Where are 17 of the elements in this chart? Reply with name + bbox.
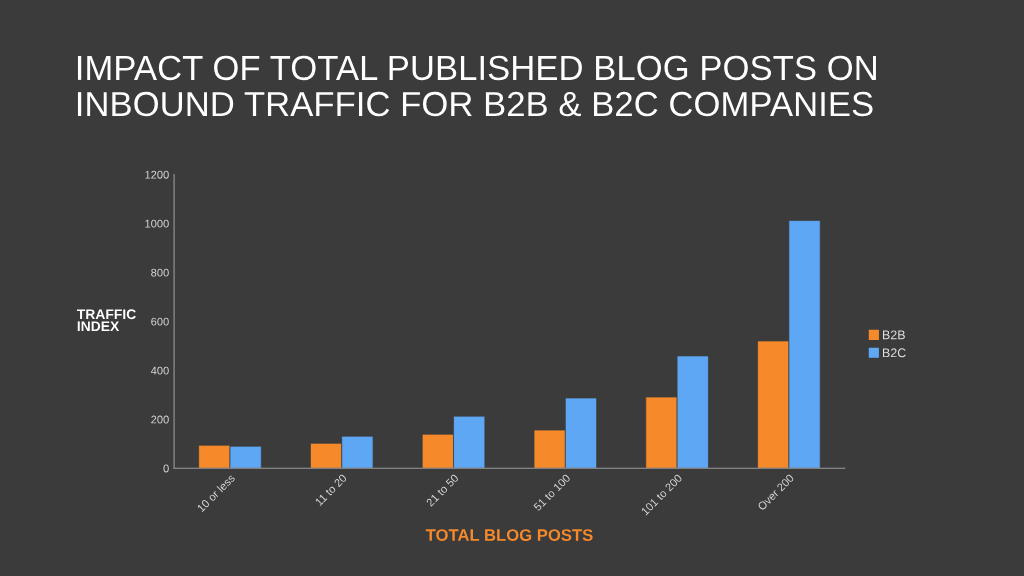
y-tick-label: 400 (150, 366, 169, 375)
y-tick-label: 1000 (145, 219, 169, 228)
legend-label: B2B (882, 330, 905, 340)
y-tick-label: 600 (151, 317, 169, 326)
x-tick-label: 101 to 200 (640, 473, 683, 516)
x-tick-label: 21 to 50 (425, 473, 460, 507)
y-tick-label: 1200 (145, 170, 169, 179)
x-tick-label: 51 to 100 (533, 473, 571, 512)
legend-label: B2C (882, 348, 906, 358)
y-tick-label: 200 (151, 415, 169, 424)
chart-title: IMPACT OF TOTAL PUBLISHED BLOG POSTS ON INBOUND TRAFFIC FOR B2B & B2C COMPANIES (77, 55, 876, 117)
y-axis-title: TRAFFIC INDEX (76, 309, 136, 331)
y-tick-label: 800 (151, 268, 169, 277)
x-tick-label: 11 to 20 (314, 473, 348, 507)
x-tick-label: 10 or less (196, 473, 236, 513)
x-axis-title: TOTAL BLOG POSTS (425, 529, 593, 541)
y-tick-label: 0 (163, 464, 169, 473)
